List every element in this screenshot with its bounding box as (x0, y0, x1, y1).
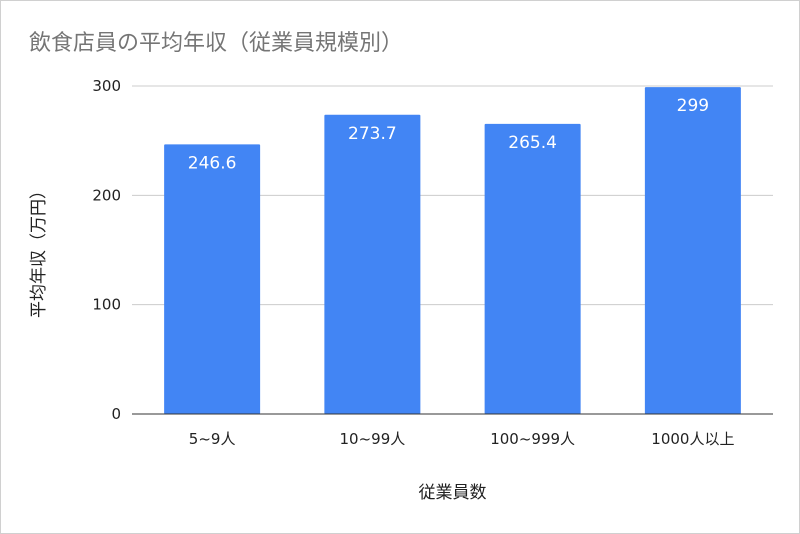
bar (164, 144, 261, 414)
x-tick-label: 100~999人 (490, 430, 575, 448)
data-label: 299 (677, 96, 709, 116)
y-tick-label: 200 (92, 186, 121, 204)
data-label: 246.6 (188, 153, 237, 173)
x-axis-categories: 5~9人 10~99人 100~999人 1000人以上 (189, 430, 735, 448)
data-label: 273.7 (348, 124, 397, 144)
x-axis-title: 従業員数 (419, 483, 487, 503)
x-tick-label: 10~99人 (340, 430, 406, 448)
chart-title: 飲食店員の平均年収（従業員規模別） (29, 31, 404, 56)
y-tick-label: 0 (111, 405, 121, 423)
bar-series: 246.6 273.7 265.4 299 (164, 87, 741, 415)
y-tick-label: 300 (92, 77, 121, 95)
y-axis-ticks: 0 100 200 300 (92, 77, 121, 423)
y-axis-title: 平均年収（万円） (29, 182, 49, 318)
x-tick-label: 5~9人 (189, 430, 236, 448)
y-tick-label: 100 (92, 296, 121, 314)
bar (644, 87, 741, 415)
data-label: 265.4 (508, 133, 557, 153)
bar (324, 114, 421, 414)
bar (484, 123, 581, 414)
x-tick-label: 1000人以上 (651, 430, 734, 448)
